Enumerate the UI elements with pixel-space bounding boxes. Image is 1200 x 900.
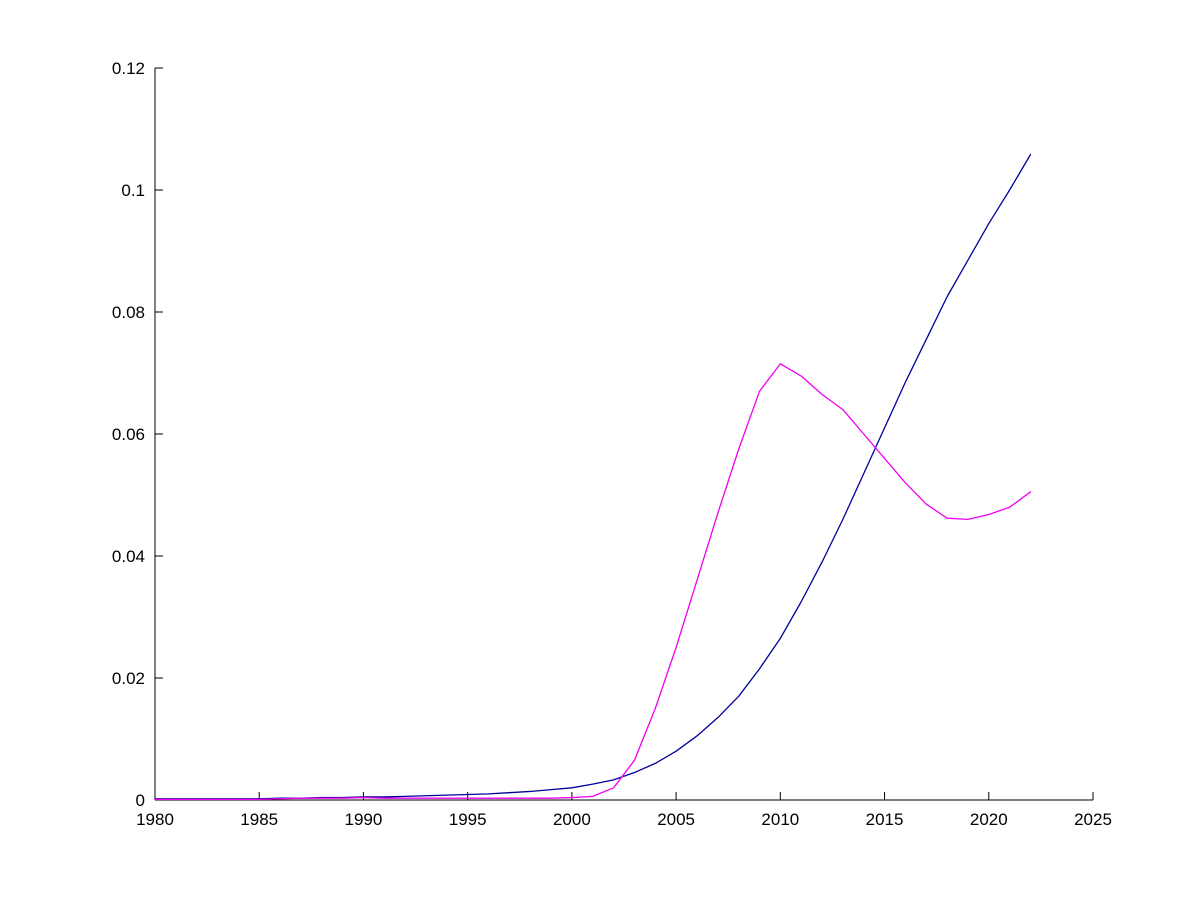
- y-tick-label: 0.12: [112, 59, 145, 78]
- x-tick-label: 2010: [761, 810, 799, 829]
- x-tick-label: 1985: [240, 810, 278, 829]
- axes: 1980 1985 1990 1995 2000 2005 2010 2015 2020 2025…: [112, 59, 1112, 829]
- x-tick-label: 1980: [136, 810, 174, 829]
- y-tick-label: 0.1: [121, 181, 145, 200]
- y-tick-label: 0: [136, 791, 145, 810]
- x-tick-label: 2025: [1074, 810, 1112, 829]
- x-tick-label: 2020: [970, 810, 1008, 829]
- x-tick-label: 2015: [866, 810, 904, 829]
- x-tick-label: 2005: [657, 810, 695, 829]
- x-tick-label: 1995: [449, 810, 487, 829]
- y-tick-label: 0.04: [112, 547, 145, 566]
- y-tick-label: 0.06: [112, 425, 145, 444]
- x-tick-label: 2000: [553, 810, 591, 829]
- x-tick-label: 1990: [345, 810, 383, 829]
- magenta-series-line: [154, 363, 1032, 801]
- series-group: [154, 153, 1032, 801]
- y-tick-label: 0.08: [112, 303, 145, 322]
- y-tick-label: 0.02: [112, 669, 145, 688]
